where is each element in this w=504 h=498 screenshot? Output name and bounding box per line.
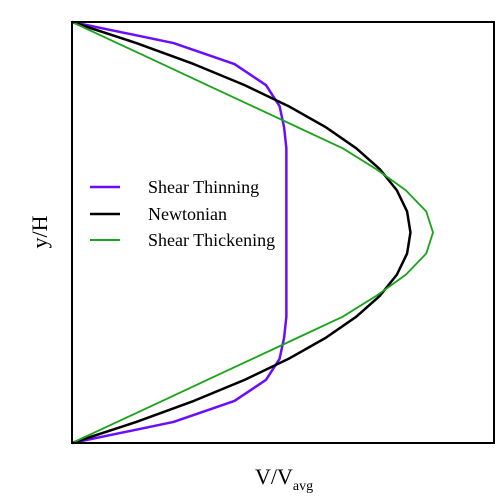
series-line-shear-thickening — [71, 21, 434, 444]
series-layer — [71, 20, 434, 445]
series-line-newtonian — [71, 20, 412, 445]
x-axis-label-subscript: avg — [293, 479, 313, 494]
legend-label-shear-thinning: Shear Thinning — [148, 177, 259, 197]
y-axis-label: y/H — [27, 215, 52, 248]
legend-label-newtonian: Newtonian — [148, 204, 227, 224]
x-axis-label-main: V/V — [255, 464, 293, 489]
legend: Shear Thinning Newtonian Shear Thickenin… — [90, 177, 275, 250]
x-axis-label: V/Vavg — [255, 464, 313, 494]
legend-label-shear-thickening: Shear Thickening — [148, 230, 275, 250]
series-line-shear-thinning — [71, 20, 288, 445]
plot-frame — [71, 21, 495, 444]
